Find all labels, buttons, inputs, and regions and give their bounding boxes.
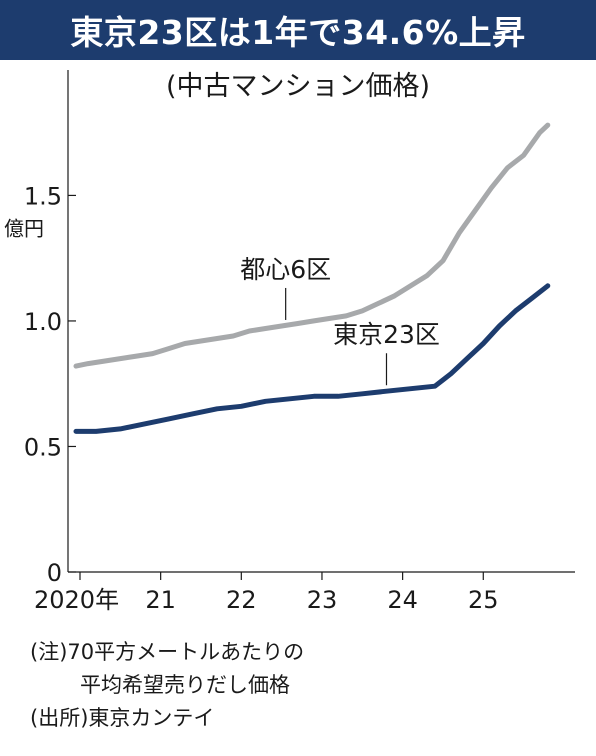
chart-title-banner: 東京23区は1年で34.6%上昇: [0, 0, 596, 60]
x-tick-label: 24: [387, 586, 418, 614]
source-note: (出所)東京カンテイ: [30, 706, 215, 730]
series-line: [73, 283, 551, 434]
y-tick-label: 0: [47, 559, 62, 587]
chart-title: 東京23区は1年で34.6%上昇: [70, 13, 526, 52]
x-tick-label: 21: [145, 586, 176, 614]
x-tick-label: 22: [226, 586, 257, 614]
x-tick-label: 2020年: [34, 586, 119, 614]
chart-subtitle: (中古マンション価格): [165, 71, 431, 102]
x-tick-label: 23: [307, 586, 338, 614]
y-unit-label: 億円: [4, 216, 44, 240]
y-tick-label: 0.5: [24, 433, 62, 461]
x-tick-label: 25: [468, 586, 499, 614]
note-line-1: (注)70平方メートルあたりの: [30, 640, 305, 664]
series-label: 東京23区: [333, 320, 440, 349]
chart-notes: (注)70平方メートルあたりの 平均希望売りだし価格 (出所)東京カンテイ: [30, 636, 590, 735]
series-line: [73, 122, 551, 369]
series-label: 都心6区: [240, 255, 331, 284]
note-line-2: 平均希望売りだし価格: [80, 673, 290, 697]
y-tick-label: 1.5: [24, 182, 62, 210]
y-tick-label: 1.0: [24, 308, 62, 336]
